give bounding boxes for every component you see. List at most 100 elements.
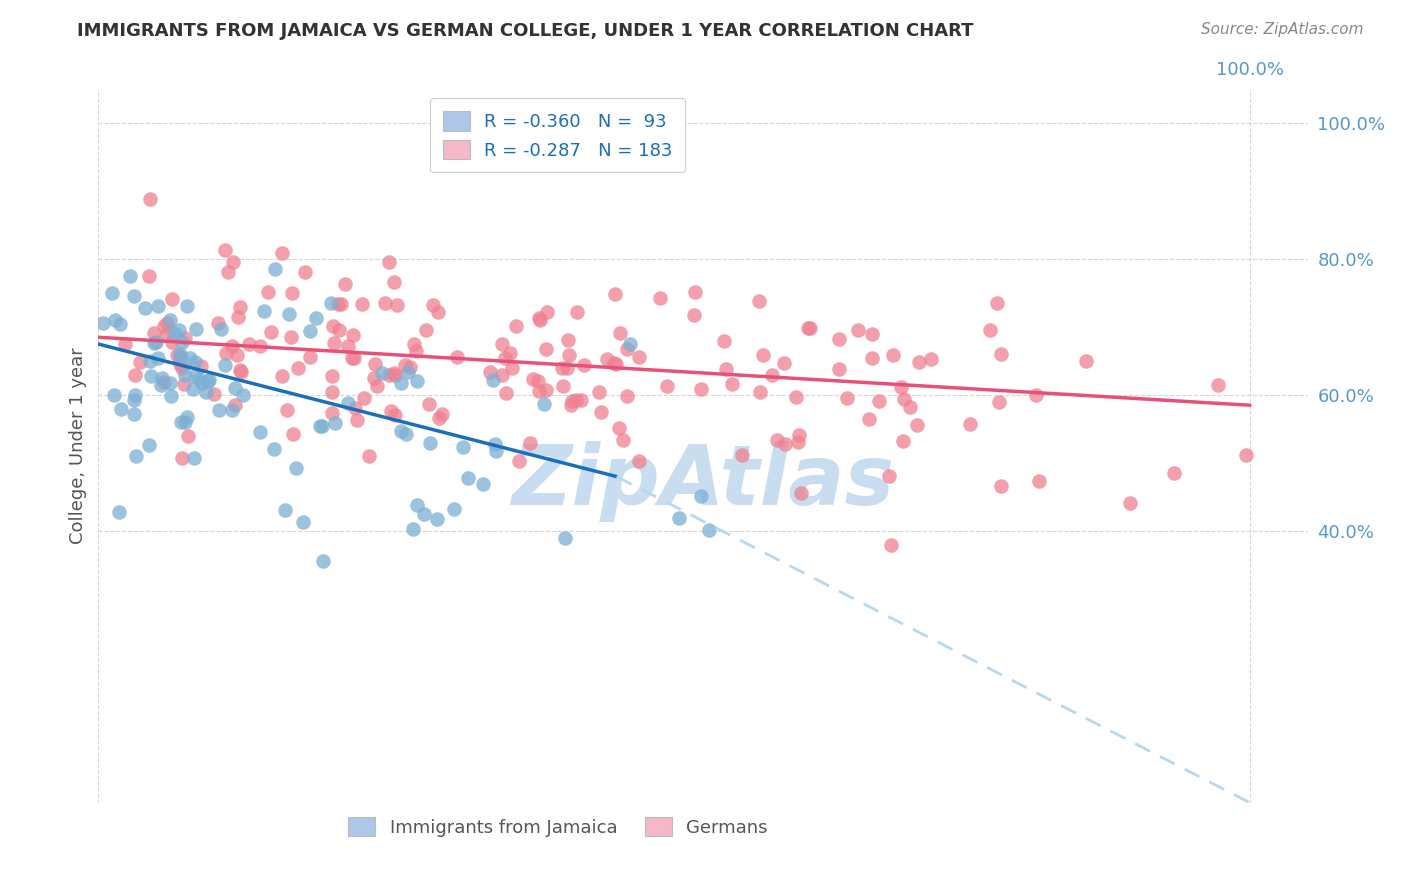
Point (627, 453, 650, 467)
Point (148, 299, 170, 313)
Point (229, 300, 252, 314)
Point (169, 351, 191, 365)
Point (979, 323, 1001, 337)
Point (657, 378, 679, 392)
Point (404, 336, 426, 351)
Point (188, 372, 211, 386)
Point (328, 323, 350, 337)
Point (565, 305, 588, 319)
Point (122, 407, 145, 421)
Point (446, 351, 468, 365)
Point (378, 255, 401, 269)
Point (114, 336, 136, 351)
Point (773, 356, 796, 370)
Point (197, 374, 219, 388)
Point (860, 326, 883, 341)
Point (491, 337, 513, 351)
Point (560, 398, 582, 412)
Point (427, 305, 450, 319)
Point (190, 359, 212, 374)
Point (571, 392, 593, 407)
Point (150, 371, 173, 385)
Point (291, 516, 314, 530)
Point (697, 524, 720, 538)
Point (169, 347, 191, 361)
Point (342, 328, 364, 343)
Point (619, 337, 641, 351)
Point (184, 322, 207, 336)
Point (139, 192, 162, 206)
Point (1025, 388, 1047, 402)
Point (668, 510, 690, 524)
Point (557, 333, 579, 347)
Point (572, 358, 595, 372)
Point (260, 325, 283, 339)
Point (868, 393, 890, 408)
Point (159, 312, 181, 326)
Point (382, 276, 405, 290)
Point (329, 297, 352, 311)
Point (141, 369, 163, 384)
Point (689, 489, 711, 503)
Point (229, 365, 252, 379)
Point (366, 379, 388, 393)
Point (683, 308, 706, 322)
Point (484, 437, 506, 451)
Point (270, 246, 292, 260)
Point (321, 368, 343, 383)
Point (176, 429, 198, 443)
Point (385, 298, 408, 312)
Point (176, 409, 198, 424)
Point (101, 286, 124, 301)
Point (628, 350, 651, 364)
Point (748, 385, 770, 400)
Point (281, 426, 304, 441)
Point (270, 369, 292, 384)
Point (232, 388, 254, 402)
Point (827, 332, 849, 346)
Point (173, 377, 195, 392)
Point (430, 407, 453, 421)
Point (858, 412, 880, 426)
Point (214, 358, 236, 372)
Point (394, 358, 416, 372)
Point (337, 396, 360, 410)
Point (418, 397, 440, 411)
Point (222, 255, 245, 269)
Point (413, 508, 436, 522)
Point (378, 368, 401, 382)
Point (328, 297, 350, 311)
Point (384, 368, 406, 382)
Point (990, 478, 1012, 492)
Point (499, 346, 522, 360)
Point (224, 398, 246, 412)
Point (215, 346, 238, 360)
Point (648, 291, 671, 305)
Point (145, 334, 167, 349)
Point (1234, 448, 1257, 462)
Point (169, 323, 191, 337)
Point (529, 384, 551, 398)
Point (174, 368, 197, 382)
Point (860, 351, 883, 365)
Point (103, 387, 125, 401)
Point (202, 386, 225, 401)
Point (337, 339, 360, 353)
Point (160, 334, 183, 349)
Point (333, 277, 356, 291)
Point (505, 318, 527, 333)
Point (551, 360, 574, 375)
Point (278, 307, 301, 321)
Point (846, 323, 869, 337)
Point (986, 295, 1008, 310)
Point (264, 262, 287, 277)
Point (110, 401, 132, 416)
Point (169, 357, 191, 371)
Point (146, 351, 169, 365)
Point (280, 330, 302, 344)
Point (104, 313, 127, 327)
Point (364, 357, 387, 371)
Point (138, 353, 160, 368)
Point (152, 375, 174, 389)
Point (190, 376, 212, 391)
